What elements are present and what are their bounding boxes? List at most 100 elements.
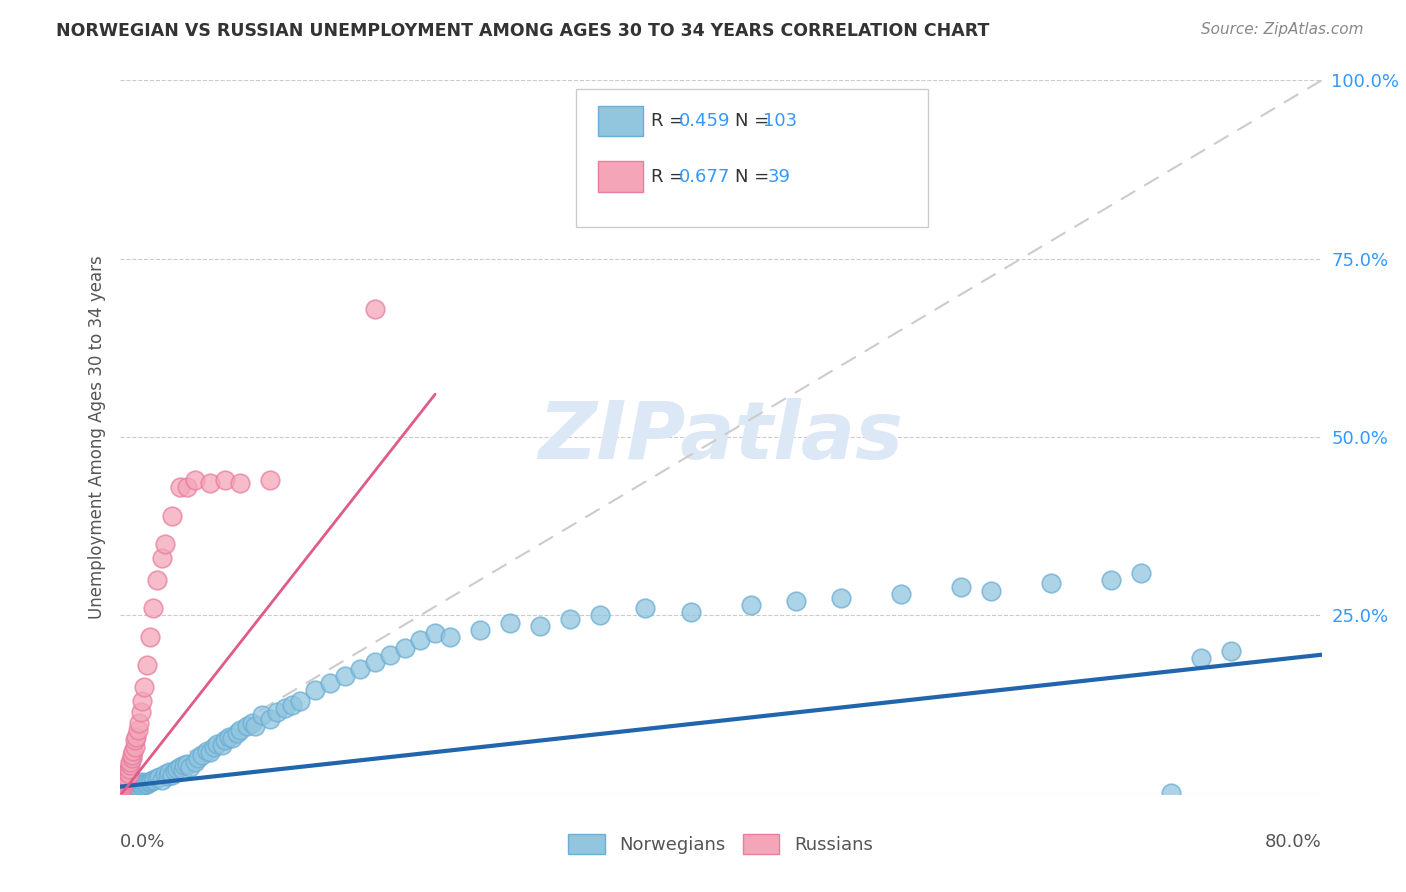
Point: [259, 473, 281, 487]
Point: [1220, 644, 1243, 658]
Point: [202, 740, 225, 755]
Point: [131, 775, 153, 789]
Point: [252, 708, 274, 723]
Point: [187, 751, 209, 765]
Point: [214, 473, 236, 487]
Point: [150, 772, 173, 787]
Point: [156, 769, 179, 783]
Point: [169, 760, 191, 774]
Point: [228, 476, 252, 491]
Point: [333, 669, 356, 683]
Point: [124, 740, 146, 755]
Point: [183, 473, 205, 487]
Point: [117, 780, 139, 794]
Point: [118, 758, 141, 772]
Point: [165, 764, 187, 778]
Point: [111, 784, 134, 798]
Point: [148, 770, 170, 784]
Point: [122, 744, 145, 758]
Point: [221, 731, 243, 746]
Point: [191, 747, 214, 762]
Point: [218, 730, 240, 744]
Point: [127, 778, 149, 792]
Point: [122, 781, 145, 796]
Point: [111, 778, 134, 792]
Text: 0.0%: 0.0%: [120, 833, 165, 851]
Point: [225, 726, 247, 740]
Point: [114, 782, 136, 797]
Text: 39: 39: [768, 168, 790, 186]
Point: [135, 777, 157, 791]
Point: [153, 767, 176, 781]
Point: [131, 779, 153, 793]
Point: [740, 598, 762, 612]
Point: [529, 619, 551, 633]
Point: [124, 733, 146, 747]
Point: [228, 723, 252, 737]
Point: [1130, 566, 1153, 580]
Point: [980, 583, 1002, 598]
Point: [134, 776, 156, 790]
Point: [266, 705, 288, 719]
Point: [499, 615, 522, 630]
Point: [111, 782, 134, 797]
Point: [589, 608, 612, 623]
Point: [146, 771, 169, 785]
Point: [890, 587, 912, 601]
Point: [139, 774, 162, 789]
Point: [349, 662, 371, 676]
Point: [111, 780, 134, 794]
Point: [236, 719, 259, 733]
Point: [198, 476, 221, 491]
Text: 0.459: 0.459: [679, 112, 731, 130]
Point: [117, 781, 139, 796]
Point: [121, 747, 143, 762]
Point: [1160, 786, 1182, 800]
Point: [112, 781, 135, 796]
Point: [634, 601, 657, 615]
Point: [205, 737, 228, 751]
Point: [115, 771, 138, 785]
Point: [125, 780, 148, 795]
Point: [122, 778, 145, 792]
Text: R =: R =: [651, 168, 690, 186]
Point: [121, 781, 143, 796]
Point: [124, 782, 146, 797]
Point: [214, 733, 236, 747]
Point: [378, 648, 401, 662]
Point: [173, 758, 195, 772]
Point: [169, 480, 191, 494]
Point: [124, 780, 146, 794]
Point: [128, 780, 150, 794]
Point: [179, 760, 201, 774]
Point: [240, 715, 263, 730]
Point: [127, 781, 149, 796]
Point: [136, 774, 159, 789]
Point: [115, 784, 138, 798]
Point: [146, 573, 169, 587]
Point: [131, 694, 153, 708]
Point: [143, 773, 166, 788]
Point: [129, 705, 152, 719]
Point: [115, 783, 138, 797]
Point: [1099, 573, 1122, 587]
Point: [125, 730, 148, 744]
Point: [160, 767, 183, 781]
Point: [110, 781, 132, 796]
Point: [112, 776, 135, 790]
Point: [138, 775, 160, 789]
Point: [117, 762, 139, 776]
Point: [160, 508, 183, 523]
Point: [115, 765, 138, 780]
Point: [198, 746, 221, 760]
Point: [153, 537, 176, 551]
Point: [176, 480, 198, 494]
Point: [288, 694, 311, 708]
Point: [183, 755, 205, 769]
Text: 0.677: 0.677: [679, 168, 731, 186]
Point: [679, 605, 702, 619]
Point: [364, 301, 387, 316]
Point: [142, 772, 165, 787]
Point: [117, 767, 139, 781]
Point: [1189, 651, 1212, 665]
